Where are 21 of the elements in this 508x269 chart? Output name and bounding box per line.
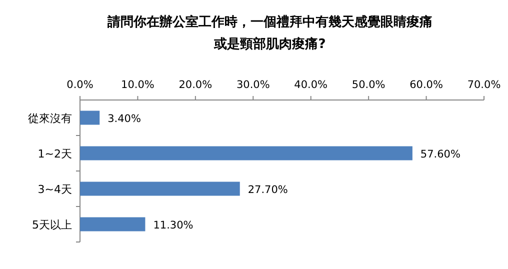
x-tick-label: 70.0% (467, 79, 501, 91)
y-tick-label: 5天以上 (32, 218, 72, 232)
y-tick-label: 從來沒有 (28, 112, 72, 125)
data-label: 57.60% (420, 148, 460, 160)
x-tick-label: 30.0% (236, 79, 270, 91)
x-tick-label: 40.0% (294, 79, 328, 91)
bar (80, 146, 412, 160)
data-label: 3.40% (108, 112, 141, 125)
data-label: 11.30% (153, 219, 194, 232)
x-tick-label: 10.0% (121, 79, 154, 91)
x-tick-label: 50.0% (352, 79, 386, 91)
bar (80, 217, 146, 232)
y-tick-label: 3~4天 (38, 182, 72, 196)
chart-title: 請問你在辦公室工作時，一個禮拜中有幾天感覺眼睛痠痛或是頸部肌肉痠痛? (106, 14, 434, 54)
x-tick-label: 0.0% (66, 79, 94, 91)
bar (80, 110, 100, 125)
x-tick-label: 20.0% (178, 79, 212, 91)
data-label: 27.70% (248, 184, 288, 196)
x-tick-label: 60.0% (410, 79, 443, 91)
y-tick-label: 1~2天 (38, 147, 72, 160)
bar (80, 182, 240, 196)
